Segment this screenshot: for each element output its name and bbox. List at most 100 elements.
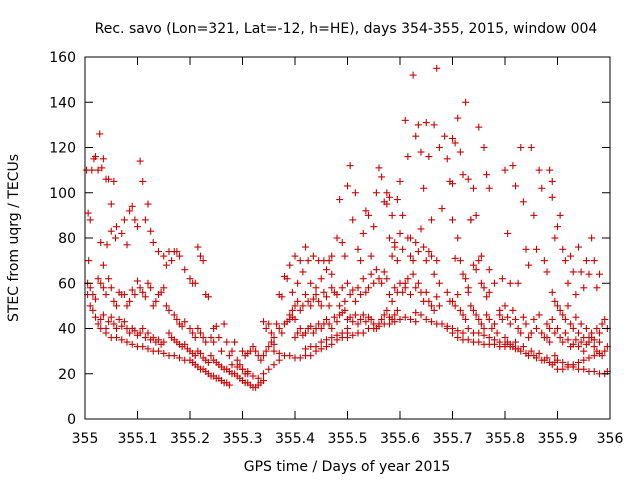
data-point (582, 325, 590, 332)
data-point (396, 315, 404, 323)
data-point (307, 322, 315, 330)
data-point (160, 284, 168, 292)
data-point (517, 144, 525, 151)
data-point (401, 116, 409, 124)
data-point (312, 343, 320, 351)
data-point (375, 322, 383, 330)
data-point (357, 315, 365, 323)
data-point (485, 334, 493, 342)
data-point (546, 166, 554, 174)
data-point (404, 234, 412, 242)
data-point (97, 325, 105, 332)
data-point (341, 252, 349, 260)
data-point (362, 318, 370, 326)
data-point (590, 352, 598, 360)
data-point (454, 234, 462, 242)
data-point (386, 193, 393, 201)
data-point (425, 297, 433, 305)
data-point (107, 200, 115, 208)
data-point (136, 284, 144, 292)
data-point (428, 252, 435, 260)
data-point (113, 334, 120, 342)
data-point (383, 200, 391, 208)
data-point (118, 322, 126, 330)
data-point (580, 356, 588, 364)
data-point (527, 329, 535, 337)
data-point (328, 325, 336, 332)
data-point (128, 286, 136, 294)
data-point (283, 275, 291, 283)
data-point (223, 338, 231, 346)
data-point (477, 320, 485, 328)
data-point (262, 325, 270, 332)
data-point (304, 297, 312, 305)
data-point (464, 288, 472, 296)
data-point (260, 352, 267, 360)
data-point (328, 252, 336, 260)
x-axis-title: GPS time / Days of year 2015 (244, 459, 451, 475)
data-point (291, 252, 299, 260)
data-point (265, 343, 273, 351)
y-tick-label: 80 (58, 231, 76, 247)
data-point (275, 356, 283, 364)
data-point (391, 318, 399, 326)
data-point (420, 184, 428, 192)
data-point (530, 315, 538, 323)
data-point (317, 325, 325, 332)
data-point (139, 325, 147, 332)
data-point (107, 227, 115, 235)
data-point (99, 311, 107, 319)
data-point (588, 334, 596, 342)
x-tick-label: 355.5 (327, 431, 367, 447)
data-point (493, 329, 501, 337)
data-point (467, 216, 475, 224)
data-point (160, 349, 168, 357)
data-point (207, 334, 215, 342)
data-point (110, 297, 118, 305)
data-point (204, 358, 212, 366)
data-point (501, 302, 509, 310)
data-point (530, 211, 538, 219)
data-point (346, 291, 354, 299)
data-point (388, 211, 396, 219)
data-point (483, 293, 491, 301)
data-point (328, 334, 336, 342)
data-point (540, 257, 548, 265)
data-point (509, 162, 517, 170)
data-point (315, 297, 323, 305)
data-point (407, 315, 414, 323)
data-point (131, 327, 139, 335)
data-point (325, 302, 333, 310)
data-point (120, 318, 128, 326)
data-point (433, 257, 441, 265)
data-point (97, 239, 105, 247)
data-point (435, 144, 443, 151)
data-point (286, 352, 294, 360)
data-point (341, 306, 349, 314)
data-point (173, 248, 181, 256)
data-point (197, 329, 204, 337)
data-point (383, 275, 391, 283)
data-point (338, 284, 346, 292)
data-point (514, 325, 522, 332)
data-point (596, 270, 603, 278)
data-point (593, 325, 601, 332)
data-point (543, 320, 551, 328)
data-point (273, 320, 281, 328)
data-point (459, 311, 467, 319)
data-point (399, 211, 407, 219)
data-point (585, 354, 593, 362)
data-point (220, 320, 228, 328)
y-tick-label: 0 (67, 412, 76, 428)
data-point (435, 279, 443, 287)
data-point (88, 166, 96, 174)
data-point (118, 229, 126, 237)
data-point (451, 302, 459, 310)
data-point (430, 121, 438, 129)
data-point (409, 71, 417, 79)
data-point (569, 340, 577, 348)
data-point (212, 322, 220, 330)
data-point (580, 334, 588, 342)
data-point (564, 279, 572, 287)
